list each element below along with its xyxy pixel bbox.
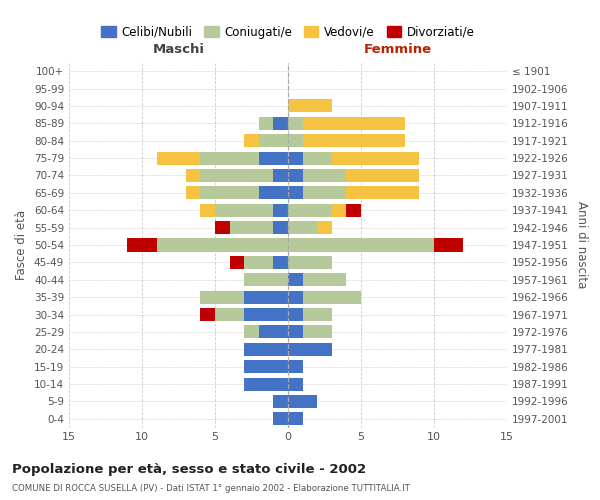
Bar	[302, 326, 332, 338]
Bar	[288, 221, 317, 234]
Bar	[200, 186, 259, 200]
Bar	[288, 308, 302, 321]
Bar	[215, 204, 274, 217]
Bar	[302, 186, 346, 200]
Bar	[200, 152, 259, 164]
Bar	[244, 326, 259, 338]
Bar	[302, 134, 405, 147]
Y-axis label: Anni di nascita: Anni di nascita	[575, 202, 588, 288]
Bar	[274, 221, 288, 234]
Bar	[302, 117, 405, 130]
Bar	[346, 186, 419, 200]
Bar	[274, 204, 288, 217]
Bar	[288, 238, 434, 252]
Bar	[302, 273, 346, 286]
Bar	[259, 152, 288, 164]
Bar	[244, 256, 274, 269]
Y-axis label: Fasce di età: Fasce di età	[16, 210, 28, 280]
Bar	[288, 256, 332, 269]
Bar	[259, 117, 274, 130]
Bar	[200, 169, 274, 182]
Bar	[200, 204, 215, 217]
Bar	[244, 273, 288, 286]
Bar	[302, 308, 332, 321]
Bar	[259, 186, 288, 200]
Bar	[274, 169, 288, 182]
Bar	[332, 152, 419, 164]
Bar	[288, 204, 332, 217]
Bar	[274, 256, 288, 269]
Bar	[186, 169, 200, 182]
Bar	[434, 238, 463, 252]
Bar	[288, 100, 332, 112]
Bar	[244, 290, 288, 304]
Bar	[215, 308, 244, 321]
Bar	[288, 134, 302, 147]
Bar	[230, 256, 244, 269]
Bar	[244, 360, 288, 373]
Bar	[244, 343, 288, 356]
Bar	[274, 117, 288, 130]
Bar	[288, 117, 302, 130]
Legend: Celibi/Nubili, Coniugati/e, Vedovi/e, Divorziati/e: Celibi/Nubili, Coniugati/e, Vedovi/e, Di…	[97, 21, 479, 44]
Bar	[288, 378, 302, 390]
Bar	[317, 221, 332, 234]
Bar	[302, 169, 346, 182]
Bar	[288, 412, 302, 426]
Bar	[288, 360, 302, 373]
Bar	[274, 412, 288, 426]
Text: Popolazione per età, sesso e stato civile - 2002: Popolazione per età, sesso e stato civil…	[12, 462, 366, 475]
Text: Femmine: Femmine	[364, 42, 431, 56]
Bar	[288, 152, 302, 164]
Bar	[230, 221, 274, 234]
Bar	[346, 169, 419, 182]
Bar	[288, 343, 332, 356]
Bar	[259, 326, 288, 338]
Bar	[215, 221, 230, 234]
Bar	[332, 204, 346, 217]
Text: COMUNE DI ROCCA SUSELLA (PV) - Dati ISTAT 1° gennaio 2002 - Elaborazione TUTTITA: COMUNE DI ROCCA SUSELLA (PV) - Dati ISTA…	[12, 484, 410, 493]
Bar	[127, 238, 157, 252]
Bar	[288, 273, 302, 286]
Bar	[288, 326, 302, 338]
Bar	[346, 204, 361, 217]
Bar	[288, 290, 302, 304]
Bar	[259, 134, 288, 147]
Bar	[157, 152, 200, 164]
Bar	[288, 169, 302, 182]
Bar	[302, 152, 332, 164]
Bar	[244, 134, 259, 147]
Bar	[186, 186, 200, 200]
Bar	[302, 290, 361, 304]
Bar	[288, 186, 302, 200]
Bar	[274, 395, 288, 408]
Bar	[200, 308, 215, 321]
Bar	[157, 238, 288, 252]
Text: Maschi: Maschi	[152, 42, 205, 56]
Bar	[200, 290, 244, 304]
Bar	[244, 378, 288, 390]
Bar	[288, 395, 317, 408]
Bar	[244, 308, 288, 321]
